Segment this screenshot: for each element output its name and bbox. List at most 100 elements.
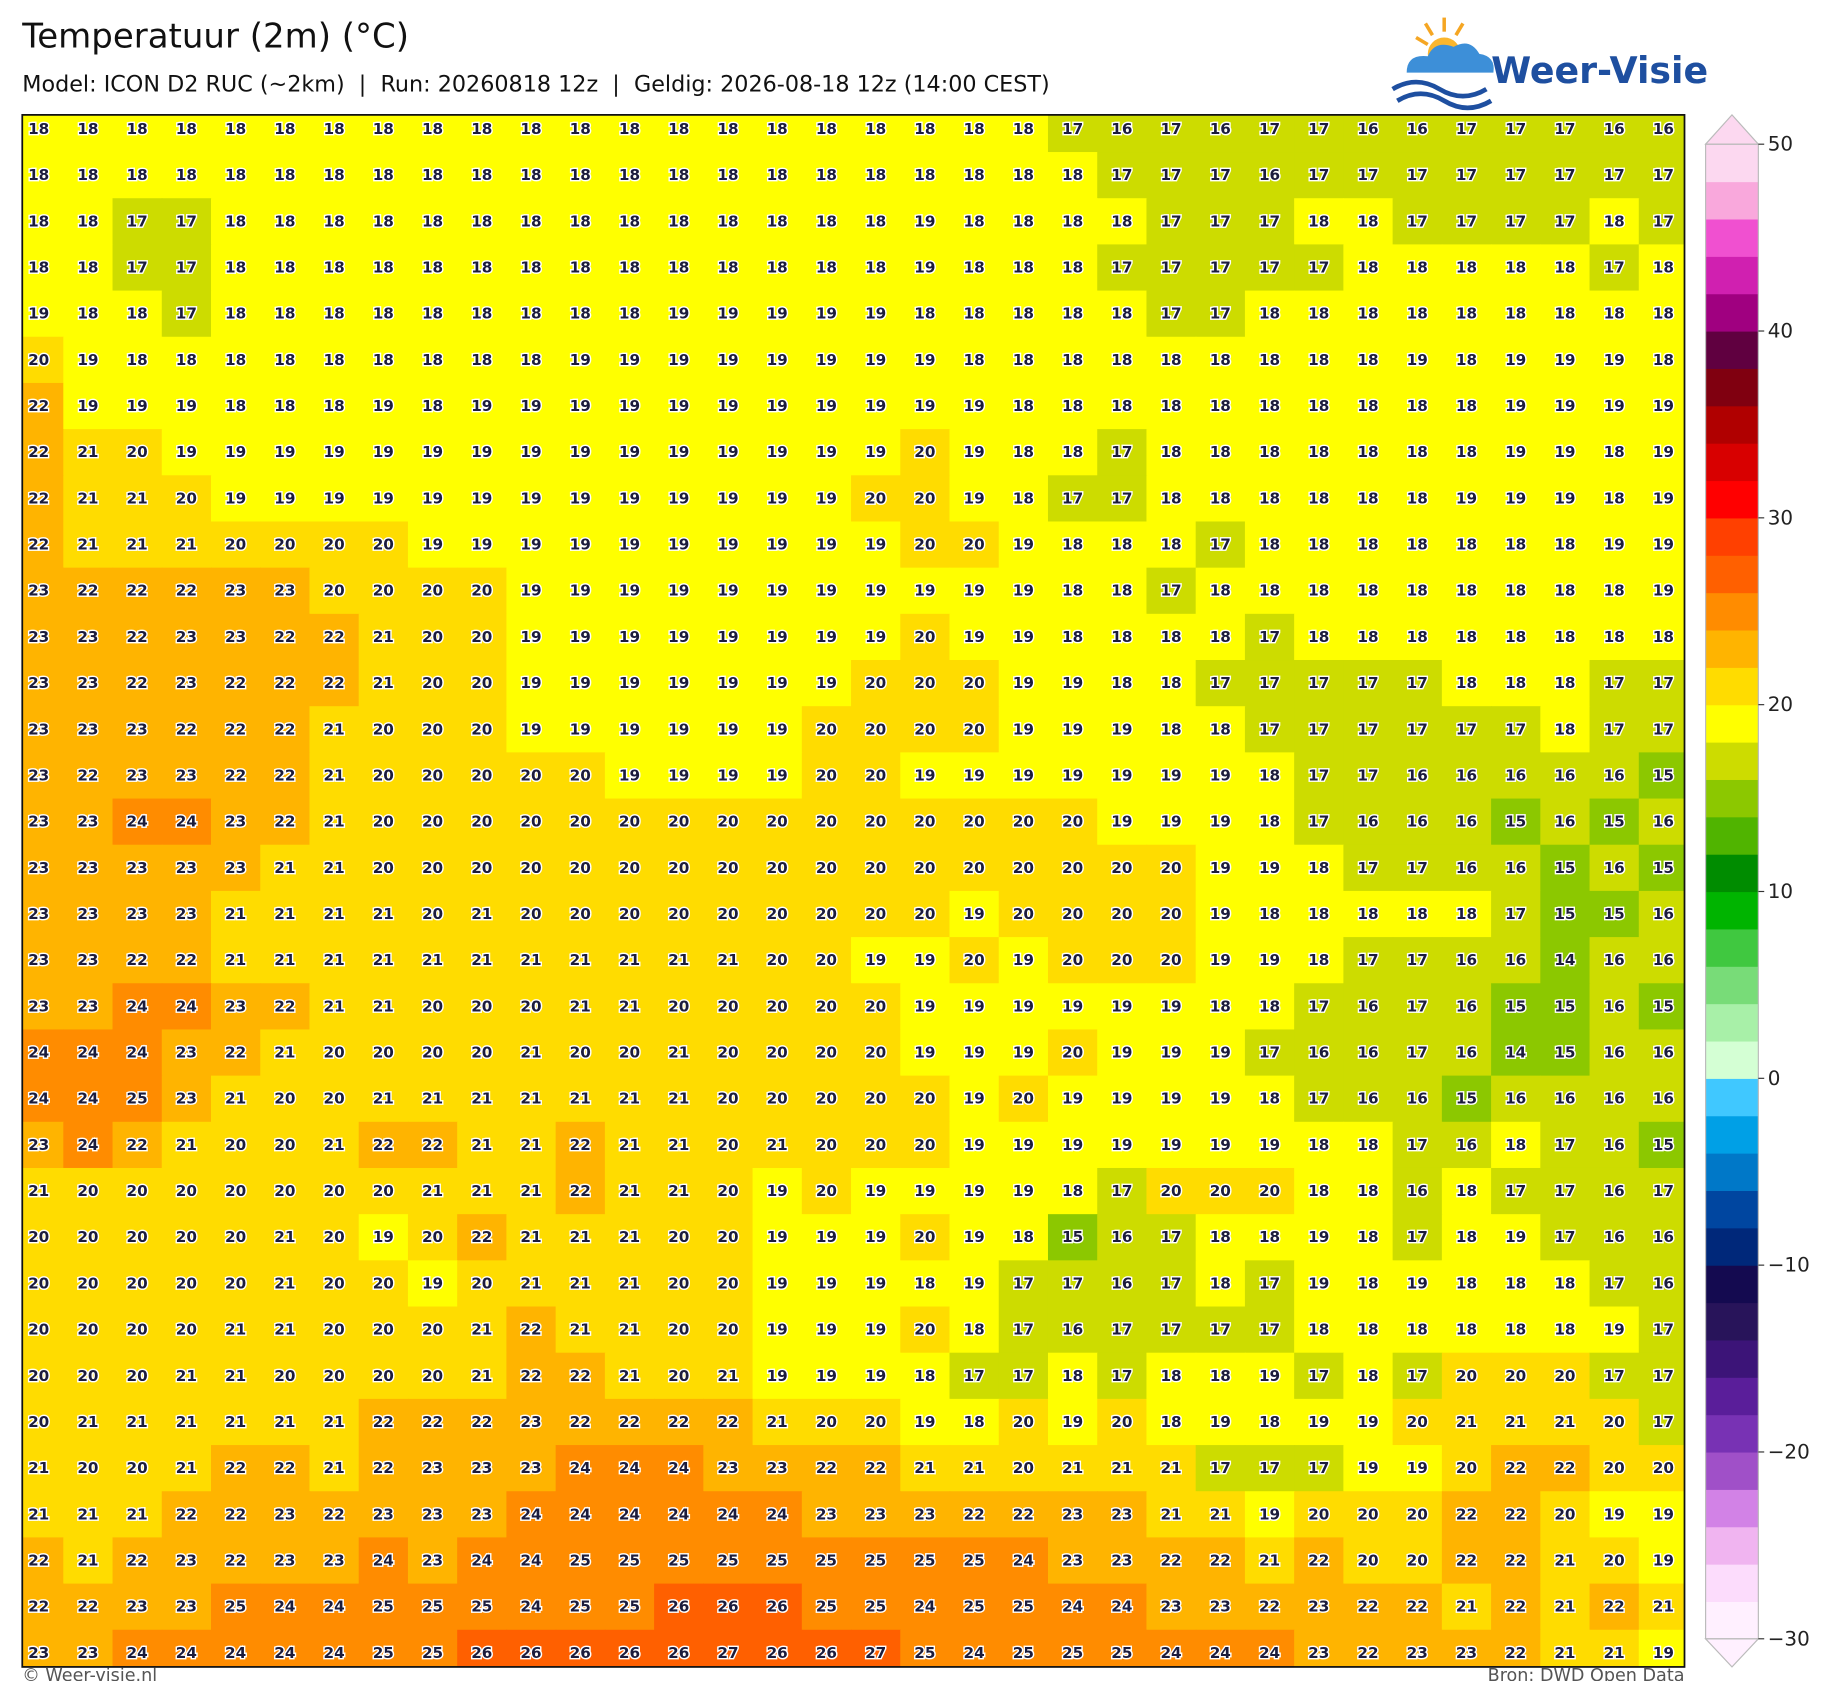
colorbar-bin [1705, 405, 1759, 444]
grid-value: 18 [1062, 1367, 1083, 1385]
grid-cell [1244, 844, 1295, 892]
grid-value: 22 [1505, 1644, 1526, 1662]
grid-cell [1589, 382, 1640, 430]
grid-cell [1589, 983, 1640, 1031]
grid-cell [900, 1214, 951, 1262]
grid-value: 19 [717, 628, 738, 646]
grid-cell [1491, 798, 1542, 846]
grid-value: 20 [422, 905, 443, 923]
grid-cell [506, 937, 557, 984]
grid-value: 20 [914, 1321, 935, 1339]
grid-cell [506, 983, 557, 1031]
grid-value: 20 [767, 951, 788, 969]
grid-value: 23 [176, 1090, 197, 1108]
grid-value: 17 [1308, 997, 1329, 1015]
grid-value: 19 [816, 489, 837, 507]
grid-value: 15 [1604, 813, 1625, 831]
grid-value: 19 [865, 628, 886, 646]
grid-cell [211, 613, 261, 661]
grid-value: 18 [1259, 397, 1280, 415]
grid-value: 21 [619, 997, 640, 1015]
grid-cell [309, 1306, 360, 1354]
grid-value: 19 [373, 489, 394, 507]
grid-cell [1195, 1167, 1246, 1215]
grid-cell [900, 1121, 951, 1169]
grid-value: 20 [668, 997, 689, 1015]
grid-value: 17 [1160, 212, 1181, 230]
grid-value: 19 [1259, 1505, 1280, 1523]
grid-value: 26 [767, 1598, 788, 1616]
grid-cell [211, 1445, 261, 1492]
grid-cell [22, 475, 65, 523]
grid-cell [1146, 752, 1197, 800]
grid-value: 23 [767, 1459, 788, 1477]
grid-value: 18 [767, 120, 788, 138]
grid-value: 21 [1554, 1598, 1575, 1616]
grid-cell [63, 1629, 114, 1667]
grid-value: 18 [1013, 120, 1034, 138]
grid-cell [457, 521, 508, 569]
grid-value: 19 [619, 397, 640, 415]
grid-cell [1343, 382, 1394, 430]
grid-cell [63, 937, 114, 984]
grid-value: 21 [323, 1459, 344, 1477]
grid-cell [752, 475, 803, 523]
grid-value: 18 [323, 166, 344, 184]
grid-value: 17 [1111, 1321, 1132, 1339]
grid-value: 22 [520, 1367, 541, 1385]
colorbar-bin [1705, 1227, 1759, 1266]
grid-cell [900, 890, 951, 938]
grid-value: 16 [1357, 1090, 1378, 1108]
grid-value: 17 [1505, 166, 1526, 184]
grid-value: 18 [1653, 628, 1674, 646]
grid-cell [703, 613, 754, 661]
grid-value: 21 [274, 1274, 295, 1292]
grid-cell [1540, 660, 1591, 707]
grid-cell [1244, 1583, 1295, 1631]
grid-cell [1146, 1121, 1197, 1169]
grid-cell [22, 1075, 65, 1123]
grid-cell [1540, 1352, 1591, 1400]
grid-cell [506, 798, 557, 846]
grid-cell [949, 114, 1000, 153]
grid-cell [1195, 1029, 1246, 1077]
grid-value: 16 [1407, 1182, 1428, 1200]
grid-value: 17 [1554, 120, 1575, 138]
grid-cell [654, 198, 705, 246]
grid-value: 21 [28, 1459, 49, 1477]
grid-value: 18 [1554, 258, 1575, 276]
grid-value: 17 [1653, 1413, 1674, 1431]
grid-cell [358, 198, 409, 246]
grid-cell [309, 983, 360, 1031]
grid-value: 20 [816, 951, 837, 969]
grid-value: 19 [619, 766, 640, 784]
grid-value: 19 [865, 951, 886, 969]
grid-value: 17 [1210, 258, 1231, 276]
colorbar-extend-top [1704, 114, 1760, 145]
grid-value: 19 [77, 397, 98, 415]
grid-cell [161, 567, 212, 615]
grid-value: 17 [1013, 1321, 1034, 1339]
grid-cell [949, 336, 1000, 384]
grid-cell [63, 1537, 114, 1585]
grid-value: 26 [816, 1644, 837, 1662]
grid-value: 20 [767, 813, 788, 831]
grid-cell [801, 1537, 852, 1585]
grid-cell [1195, 1352, 1246, 1400]
grid-cell [801, 290, 852, 338]
grid-value: 18 [127, 351, 148, 369]
grid-cell [801, 1167, 852, 1215]
grid-value: 18 [914, 120, 935, 138]
grid-cell [1343, 336, 1394, 384]
grid-value: 16 [1456, 997, 1477, 1015]
grid-value: 18 [1111, 212, 1132, 230]
grid-value: 18 [1210, 1367, 1231, 1385]
grid-cell [1491, 983, 1542, 1031]
grid-cell [1589, 1352, 1640, 1400]
grid-cell [211, 1352, 261, 1400]
grid-value: 20 [865, 997, 886, 1015]
grid-value: 18 [1111, 674, 1132, 692]
grid-value: 20 [668, 1274, 689, 1292]
grid-value: 18 [323, 351, 344, 369]
grid-value: 22 [1259, 1598, 1280, 1616]
